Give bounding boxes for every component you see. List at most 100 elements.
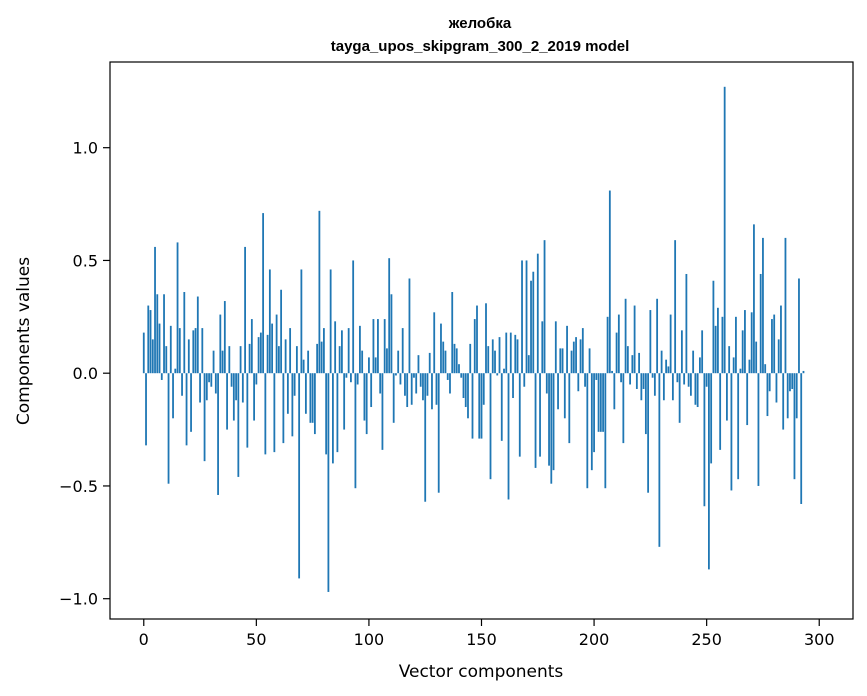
bar-93 [352, 260, 355, 374]
bar-8 [160, 373, 163, 380]
bar-249 [703, 373, 706, 507]
bar-143 [464, 373, 467, 408]
bar-73 [307, 350, 310, 374]
bar-174 [534, 373, 537, 468]
bar-23 [194, 328, 197, 374]
bar-210 [615, 332, 618, 374]
bar-230 [660, 350, 663, 374]
bar-266 [741, 330, 744, 374]
bar-283 [780, 305, 782, 374]
bar-193 [577, 373, 580, 392]
bar-126 [426, 373, 429, 396]
bar-71 [302, 359, 305, 374]
bar-35 [221, 350, 224, 374]
bar-192 [575, 337, 577, 374]
bar-124 [422, 373, 424, 401]
bar-41 [235, 373, 237, 401]
bar-46 [246, 373, 249, 448]
bar-19 [185, 373, 188, 446]
bar-109 [388, 258, 391, 374]
bar-83 [329, 269, 332, 374]
bar-152 [485, 303, 487, 374]
bar-251 [708, 373, 710, 570]
bar-242 [687, 373, 690, 387]
bar-42 [237, 373, 240, 477]
bar-189 [568, 373, 571, 444]
bar-218 [633, 305, 636, 374]
bar-162 [507, 373, 510, 500]
bar-161 [505, 332, 508, 374]
bar-4 [151, 339, 154, 374]
bar-292 [800, 373, 803, 504]
x-tick-label: 250 [691, 630, 722, 649]
bar-149 [478, 373, 481, 439]
bar-226 [651, 373, 654, 378]
bar-9 [163, 294, 165, 374]
bar-205 [604, 373, 607, 489]
bar-64 [286, 373, 289, 414]
bar-141 [460, 373, 463, 378]
bar-190 [570, 350, 573, 374]
bar-246 [696, 373, 699, 408]
bar-series [142, 86, 805, 592]
bar-279 [771, 319, 773, 374]
bar-98 [363, 373, 366, 421]
bar-263 [735, 316, 737, 374]
bar-72 [304, 373, 307, 414]
bar-219 [635, 373, 638, 389]
bar-54 [264, 373, 267, 455]
bar-47 [248, 343, 251, 374]
x-tick-label: 200 [579, 630, 610, 649]
bar-284 [782, 373, 785, 430]
bar-280 [773, 314, 776, 374]
bar-5 [154, 246, 156, 374]
bar-235 [671, 373, 674, 401]
bar-96 [359, 325, 361, 374]
bar-233 [667, 366, 670, 374]
bar-127 [428, 352, 431, 374]
bar-180 [548, 373, 550, 466]
bar-61 [280, 289, 283, 374]
bar-34 [219, 314, 222, 374]
bar-102 [372, 319, 375, 374]
bar-0 [142, 332, 145, 374]
bar-57 [271, 323, 274, 374]
bar-10 [165, 346, 168, 374]
bar-277 [766, 373, 769, 417]
bar-236 [674, 240, 677, 374]
bar-250 [705, 373, 708, 387]
bar-86 [336, 373, 339, 453]
bar-7 [158, 323, 161, 374]
bar-221 [640, 373, 643, 401]
bar-134 [444, 350, 447, 374]
bar-112 [395, 373, 397, 376]
bar-113 [397, 350, 400, 374]
bar-258 [723, 86, 726, 374]
x-tick-label: 50 [246, 630, 266, 649]
y-tick-label: 0.0 [73, 364, 98, 383]
bar-142 [462, 373, 465, 399]
y-tick-label: 1.0 [73, 139, 98, 158]
bar-268 [746, 373, 749, 426]
bar-66 [291, 373, 294, 437]
bar-22 [192, 330, 195, 374]
bar-281 [775, 373, 778, 403]
bar-6 [156, 294, 159, 374]
bar-129 [433, 312, 436, 374]
bar-49 [253, 373, 255, 421]
y-axis-ticks: −1.0 −0.5 0.0 0.5 1.0 [59, 139, 110, 609]
bar-212 [620, 373, 622, 383]
x-tick-label: 300 [804, 630, 835, 649]
bar-82 [327, 373, 330, 592]
bar-76 [313, 373, 316, 435]
bar-91 [347, 328, 350, 374]
bar-165 [514, 334, 517, 374]
bar-234 [669, 314, 672, 374]
bar-145 [469, 343, 472, 374]
bar-146 [471, 373, 474, 439]
plot-frame [109, 61, 854, 620]
bar-289 [793, 373, 796, 480]
bar-175 [536, 253, 539, 374]
y-tick-label: −1.0 [59, 590, 98, 609]
